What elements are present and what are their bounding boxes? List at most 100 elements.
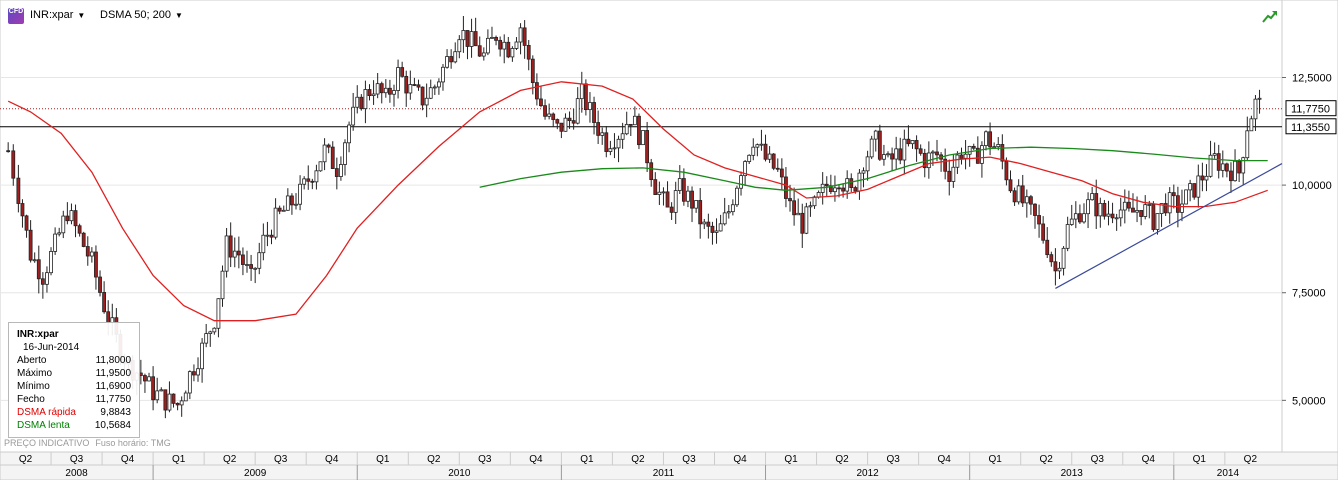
candlestick: [89, 247, 94, 263]
candle-body: [1126, 201, 1131, 209]
candlestick: [894, 136, 899, 170]
candle-body: [1167, 192, 1172, 214]
candle-body: [432, 86, 437, 89]
candle-body: [306, 178, 311, 182]
tooltip-row-value: 11,8000: [95, 355, 131, 366]
candlestick: [751, 138, 756, 161]
trend-up-icon[interactable]: [1262, 9, 1278, 23]
candlestick: [1216, 144, 1221, 179]
indicator-label: DSMA 50; 200: [100, 9, 171, 21]
candle-body: [808, 205, 813, 208]
candlestick: [706, 213, 711, 239]
price-label-box: [1285, 118, 1337, 135]
candlestick: [314, 164, 319, 190]
candle-body: [1029, 196, 1033, 205]
candle-body: [792, 200, 797, 216]
candlestick: [514, 37, 519, 50]
candle-body: [159, 389, 164, 392]
candlestick: [726, 205, 731, 219]
candle-body: [175, 402, 180, 406]
price-label-box: [1285, 100, 1337, 117]
candlestick: [412, 77, 417, 87]
candle-body: [1180, 203, 1184, 213]
candlestick: [808, 201, 813, 217]
candle-body: [277, 207, 282, 212]
candlestick: [906, 125, 911, 147]
candle-body: [449, 56, 454, 63]
candle-body: [563, 117, 568, 132]
candle-body: [698, 200, 703, 225]
candle-body: [359, 96, 364, 110]
candlestick: [1037, 204, 1041, 238]
candle-body: [281, 209, 286, 212]
year-label: 2012: [856, 468, 879, 479]
candlestick: [420, 86, 425, 111]
candle-body: [547, 113, 552, 117]
candle-body: [32, 259, 37, 262]
candlestick: [494, 35, 498, 46]
candlestick: [1204, 164, 1209, 192]
candle-body: [694, 200, 699, 209]
candlestick: [539, 85, 543, 108]
candle-body: [677, 178, 682, 191]
symbol-selector[interactable]: INR:xpar ▼: [30, 9, 85, 21]
candle-body: [775, 167, 780, 170]
quarter-label: Q4: [733, 454, 747, 465]
candle-body: [1065, 224, 1070, 249]
candlestick: [98, 270, 102, 297]
candle-body: [1204, 175, 1209, 181]
candlestick: [632, 106, 637, 126]
tooltip-date: 16-Jun-2014: [23, 342, 80, 353]
candlestick: [608, 140, 613, 156]
timezone-label: Fuso horário: TMG: [95, 438, 171, 448]
candlestick: [53, 227, 58, 255]
candle-body: [249, 264, 253, 269]
indicator-selector[interactable]: DSMA 50; 200 ▼: [100, 9, 183, 21]
candlestick: [432, 84, 437, 96]
candlestick: [481, 47, 486, 61]
candlestick: [1126, 190, 1131, 212]
candlestick: [588, 92, 592, 123]
candlestick: [722, 197, 727, 226]
price-label: 11,3550: [1291, 122, 1330, 134]
candlestick: [94, 245, 98, 290]
candle-body: [804, 206, 809, 234]
candle-body: [77, 225, 82, 234]
candle-body: [722, 212, 727, 225]
candlestick: [379, 81, 384, 104]
candle-body: [681, 178, 686, 202]
candlestick: [779, 158, 784, 191]
candle-body: [224, 235, 229, 272]
candlestick: [1220, 150, 1225, 178]
candlestick: [163, 389, 168, 419]
data-tooltip: INR:xpar 16-Jun-2014 Aberto 11,8000 Máximo…: [8, 322, 140, 438]
candlestick: [408, 70, 413, 100]
candlestick: [441, 64, 445, 91]
candlestick: [69, 203, 74, 225]
candle-body: [518, 27, 523, 43]
candle-body: [596, 122, 601, 136]
candle-body: [339, 164, 343, 177]
candle-body: [1118, 209, 1123, 219]
candlestick: [551, 112, 556, 127]
candlestick: [971, 143, 976, 151]
candlestick: [522, 20, 527, 59]
candlestick: [1045, 227, 1050, 259]
candlestick: [322, 138, 327, 171]
candlestick: [85, 236, 90, 266]
candle-body: [1045, 239, 1050, 256]
candlestick: [980, 141, 984, 178]
candlestick: [310, 178, 315, 190]
candlestick: [61, 210, 66, 239]
candle-body: [624, 123, 629, 135]
candle-body: [710, 225, 715, 233]
candle-body: [588, 102, 592, 111]
candlestick: [265, 221, 270, 247]
candle-body: [383, 87, 388, 94]
candle-body: [857, 172, 862, 192]
candlestick: [575, 87, 580, 125]
candlestick: [220, 265, 225, 307]
candle-body: [1033, 203, 1037, 216]
